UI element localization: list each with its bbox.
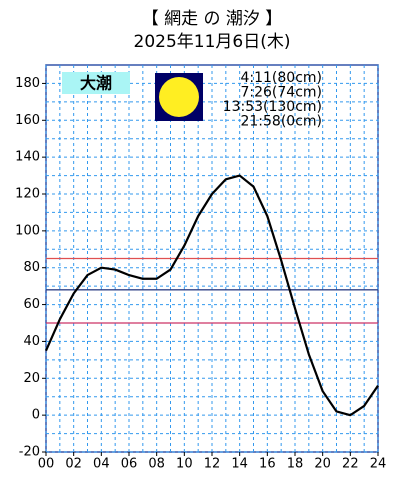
x-tick-label: 02 — [65, 457, 82, 472]
x-tick-label: 00 — [38, 457, 55, 472]
tide-time: 21:58(0cm) — [240, 114, 322, 130]
x-tick-label: 08 — [148, 457, 165, 472]
x-tick-label: 18 — [287, 457, 304, 472]
chart-title: 【 網走 の 潮汐 】 — [142, 9, 283, 29]
x-tick-label: 12 — [204, 457, 221, 472]
y-tick-label: 0 — [32, 408, 40, 423]
plot — [44, 174, 379, 417]
y-tick-label: -20 — [19, 445, 40, 460]
tide-label-box — [62, 72, 130, 94]
y-tick-label: 100 — [15, 223, 40, 238]
x-tick-label: 10 — [176, 457, 193, 472]
tide-time: 7:26(74cm) — [240, 85, 322, 101]
x-tick-label: 04 — [93, 457, 110, 472]
tide-time: 13:53(130cm) — [223, 99, 322, 115]
tide-line — [44, 174, 379, 417]
tide-time: 4:11(80cm) — [240, 70, 322, 86]
x-tick-label: 06 — [121, 457, 138, 472]
x-tick-label: 16 — [259, 457, 276, 472]
y-tick-label: 180 — [15, 76, 40, 91]
y-tick-label: 80 — [23, 260, 40, 275]
tide-label: 大潮 — [80, 74, 112, 93]
y-tick-label: 160 — [15, 113, 40, 128]
x-tick-label: 22 — [342, 457, 359, 472]
y-tick-label: 140 — [15, 150, 40, 165]
chart-subtitle: 2025年11月6日(木) — [134, 32, 291, 52]
y-tick-label: 60 — [23, 297, 40, 312]
x-tick-label: 14 — [231, 457, 248, 472]
y-tick-label: 40 — [23, 334, 40, 349]
x-tick-label: 20 — [314, 457, 331, 472]
x-tick-label: 24 — [370, 457, 387, 472]
y-tick-label: 20 — [23, 371, 40, 386]
moon-icon — [159, 77, 199, 117]
y-tick-label: 120 — [15, 187, 40, 202]
